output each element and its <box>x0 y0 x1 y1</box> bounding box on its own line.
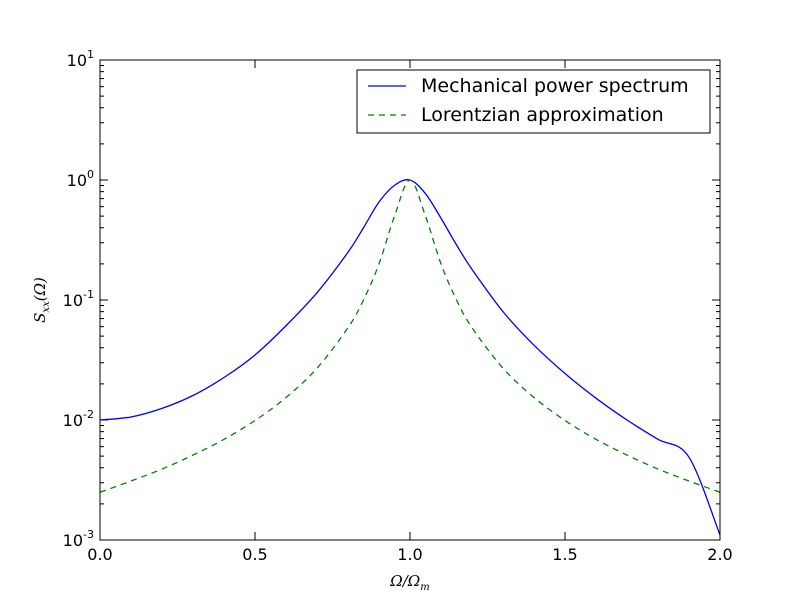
y-tick-base: 10 <box>67 51 87 70</box>
y-tick-base: 10 <box>63 531 83 550</box>
y-tick-exponent: -3 <box>83 528 94 541</box>
y-tick-exponent: 1 <box>87 48 94 61</box>
series-group <box>100 179 720 536</box>
y-tick-exponent: 0 <box>87 168 94 181</box>
legend-label-mechanical: Mechanical power spectrum <box>421 75 689 97</box>
y-tick-base: 10 <box>67 171 87 190</box>
legend: Mechanical power spectrum Lorentzian app… <box>356 69 711 134</box>
y-tick-exponent: -1 <box>83 288 94 301</box>
y-tick-label: 10-3 <box>63 528 94 550</box>
x-tick-label: 0.5 <box>242 545 267 564</box>
y-tick-label: 10-1 <box>63 288 94 310</box>
y-tick-base: 10 <box>63 291 83 310</box>
x-tick-label: 1.0 <box>397 545 422 564</box>
x-tick-label: 1.5 <box>552 545 577 564</box>
y-tick-exponent: -2 <box>83 408 94 421</box>
legend-label-lorentzian: Lorentzian approximation <box>421 104 664 126</box>
y-tick-base: 10 <box>63 411 83 430</box>
y-tick-label: 100 <box>67 168 94 190</box>
y-tick-label: 101 <box>67 48 94 70</box>
series-line-lorentzian <box>100 179 720 493</box>
x-tick-labels: 0.0 0.5 1.0 1.5 2.0 <box>87 545 732 564</box>
x-tick-label: 2.0 <box>707 545 732 564</box>
plot-frame <box>99 59 721 541</box>
y-tick-label: 10-2 <box>63 408 94 430</box>
legend-box <box>356 69 711 134</box>
x-tick-label: 0.0 <box>87 545 112 564</box>
tick-marks <box>99 59 721 541</box>
y-axis-label: Sxx(Ω) <box>31 277 52 323</box>
plot-area <box>100 60 720 540</box>
x-axis-label: Ω/Ωm <box>389 572 429 593</box>
